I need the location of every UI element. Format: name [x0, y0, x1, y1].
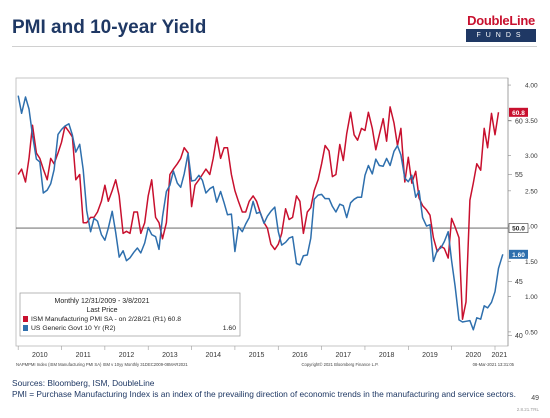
legend-header: Monthly 12/31/2009 - 3/8/2021 [55, 298, 150, 305]
x-tick-label: 2013 [162, 352, 178, 359]
chart-source-date: 08-Mar-2021 13:31:05 [473, 362, 515, 367]
reference-value-label: 50.0 [512, 226, 525, 233]
pmi-series-line [17, 106, 500, 320]
page-number: 49 [531, 395, 539, 402]
x-tick-label: 2015 [249, 352, 265, 359]
definition-text: PMI = Purchase Manufacturing Index is an… [12, 389, 516, 399]
legend-swatch [23, 316, 28, 322]
chart-source-copyright: Copyright© 2021 Bloomberg Finance L.P. [301, 362, 378, 367]
x-tick-label: 2017 [335, 352, 351, 359]
logo-subtitle: FUNDS [466, 29, 536, 42]
y2-tick-label: 2.00 [525, 224, 538, 231]
logo-wordmark: DoubleLine [466, 12, 536, 29]
page-title: PMI and 10-year Yield [12, 17, 207, 38]
yield-series-line [17, 95, 504, 331]
y2-tick-label: 1.00 [525, 294, 538, 301]
x-tick-label: 2010 [32, 352, 48, 359]
pmi-last-value-label-box [509, 107, 528, 117]
x-tick-label: 2021 [492, 352, 508, 359]
y2-tick-label: 0.50 [525, 329, 538, 336]
y1-tick-label: 40 [515, 333, 523, 340]
y2-tick-label: 3.00 [525, 153, 538, 160]
y1-tick-label: 45 [515, 279, 523, 286]
yield-last-value-label: 1.60 [512, 252, 525, 259]
yield-last-value-label-box [509, 249, 528, 259]
x-tick-label: 2016 [292, 352, 308, 359]
legend-swatch [23, 325, 28, 331]
x-tick-label: 2014 [205, 352, 221, 359]
legend-entry-label: ISM Manufacturing PMI SA - on 2/28/21 (R… [31, 316, 181, 323]
sources-text: Sources: Bloomberg, ISM, DoubleLine [12, 378, 155, 388]
y1-tick-label: 55 [515, 172, 523, 179]
chart-source-left: NAPMPMI Index (ISM Manufacturing PMI SA)… [16, 362, 188, 367]
legend-entry-label: US Generic Govt 10 Yr (R2) [31, 325, 116, 332]
x-tick-label: 2018 [379, 352, 395, 359]
x-tick-label: 2011 [76, 352, 91, 359]
header-divider [12, 46, 537, 47]
reference-value-label-box [508, 223, 529, 233]
x-tick-label: 2019 [422, 352, 438, 359]
doubleline-logo: DoubleLine FUNDS [466, 12, 536, 42]
pmi-last-value-label: 60.8 [512, 110, 525, 117]
y2-tick-label: 4.00 [525, 83, 538, 90]
y2-tick-label: 2.50 [525, 188, 538, 195]
y2-tick-label: 3.50 [525, 118, 538, 125]
legend-box [19, 292, 241, 337]
document-code: 2.8.21.TRL [516, 407, 539, 412]
y1-tick-label: 60 [515, 118, 523, 125]
legend-subheader: Last Price [86, 307, 117, 314]
y2-tick-label: 1.50 [525, 259, 538, 266]
x-tick-label: 2012 [119, 352, 135, 359]
footer-notes: Sources: Bloomberg, ISM, DoubleLine PMI … [12, 378, 547, 400]
x-tick-label: 2020 [466, 352, 482, 359]
legend-entry-value: 1.60 [223, 325, 236, 332]
